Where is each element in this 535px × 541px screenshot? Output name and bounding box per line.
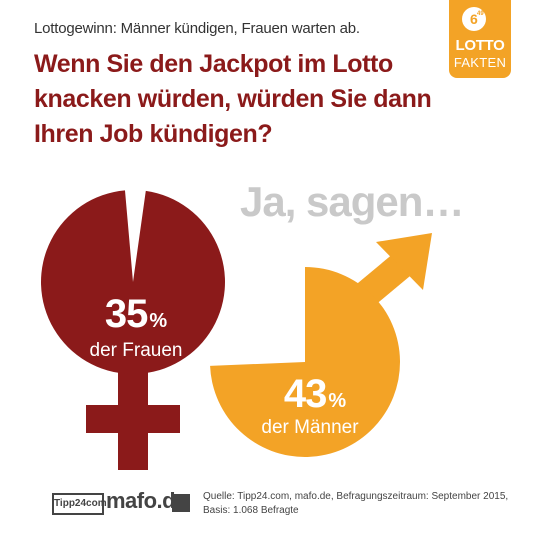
- maenner-percent: 43%: [270, 372, 360, 417]
- badge-lotto: LOTTO: [455, 37, 505, 54]
- frauen-unit: %: [149, 310, 168, 332]
- ball-number: 6: [470, 11, 478, 27]
- lotto-ball-icon: 6 49: [462, 7, 486, 31]
- source-note: Quelle: Tipp24.com, mafo.de, Befragungsz…: [203, 490, 508, 518]
- female-cross-horizontal: [86, 405, 180, 433]
- lotto-fakten-badge: 6 49 LOTTO FAKTEN: [449, 0, 511, 78]
- maenner-value: 43: [283, 372, 327, 416]
- frauen-percent: 35%: [96, 292, 176, 337]
- tipp24-logo: Tipp24com: [52, 493, 107, 515]
- frauen-value: 35: [104, 292, 148, 336]
- female-symbol: [40, 190, 225, 470]
- ball-small: 49: [477, 11, 484, 17]
- female-pie-slice: [40, 190, 225, 375]
- male-arrow-head: [376, 233, 432, 290]
- male-symbol: [210, 233, 432, 458]
- maenner-unit: %: [328, 390, 347, 412]
- page-title: Wenn Sie den Jackpot im Lotto knacken wü…: [34, 50, 432, 148]
- mafo-bars-icon: [172, 494, 190, 512]
- lead-in: Ja, sagen…: [240, 178, 464, 225]
- maenner-label: der Männer: [261, 417, 359, 438]
- male-pie-slice: [210, 267, 400, 458]
- source-line-2: Basis: 1.068 Befragte: [203, 505, 299, 516]
- subtitle: Lottogewinn: Männer kündigen, Frauen war…: [34, 20, 360, 37]
- source-line-1: Quelle: Tipp24.com, mafo.de, Befragungsz…: [203, 491, 509, 502]
- badge-fakten: FAKTEN: [453, 55, 507, 70]
- frauen-label: der Frauen: [89, 340, 183, 361]
